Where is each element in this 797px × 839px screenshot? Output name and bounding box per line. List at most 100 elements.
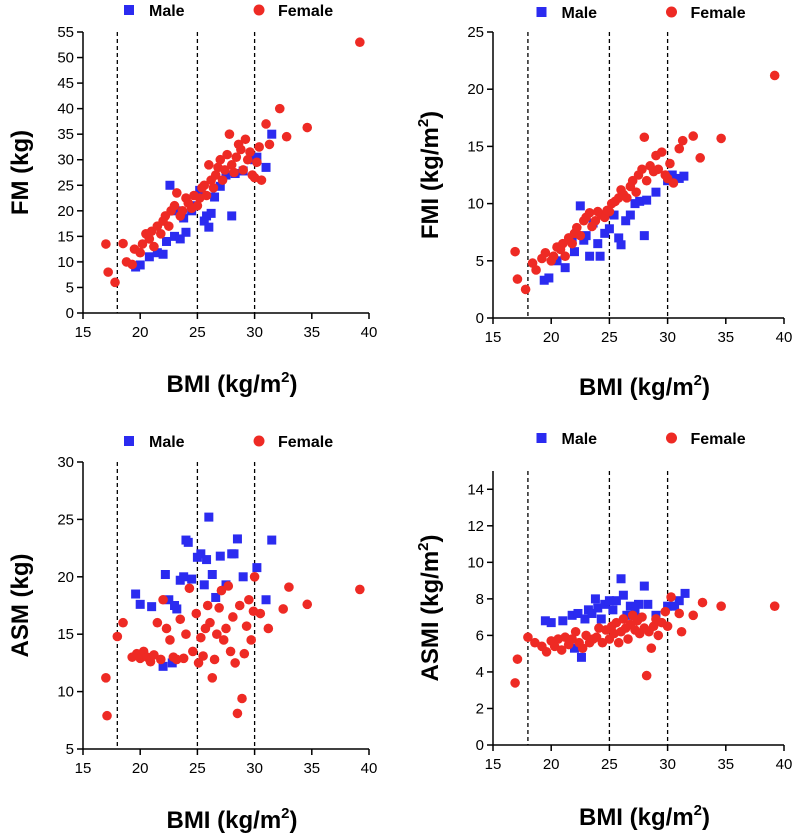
data-point-female [653, 630, 664, 641]
y-tick-label: 5 [66, 741, 74, 758]
data-point-male [569, 643, 579, 653]
data-point-male [635, 196, 645, 206]
data-point-female [284, 582, 294, 592]
data-point-female [674, 608, 685, 619]
data-point-male [267, 535, 277, 545]
data-point-male [135, 260, 145, 270]
data-point-female [191, 608, 202, 619]
legend-label: Female [278, 434, 333, 451]
data-point-male [593, 239, 603, 249]
data-point-male [614, 233, 624, 243]
data-point-female [639, 132, 650, 143]
data-point-male [567, 610, 577, 620]
data-point-male [608, 605, 618, 615]
data-point-female [220, 165, 230, 175]
y-tick-label: 35 [57, 126, 74, 143]
data-point-female [214, 602, 224, 613]
data-point-female [677, 135, 688, 146]
y-tick-label: 20 [467, 81, 484, 98]
data-point-male [625, 601, 635, 611]
data-point-male [172, 206, 182, 216]
data-point-female [769, 70, 780, 81]
data-point-female [215, 154, 226, 165]
data-point-female [202, 600, 213, 611]
data-point-male [135, 599, 145, 609]
data-point-male [579, 235, 589, 245]
x-tick-label: 30 [246, 324, 263, 341]
data-point-female [172, 188, 182, 198]
x-tick-label: 40 [776, 756, 793, 773]
data-point-male [158, 661, 168, 671]
legend-marker-male [536, 433, 547, 443]
chart-fm: 15 20 25 30 35 40 0 5 10 15 20 25 30 35 40 45 50 55 Male Fe… [7, 3, 377, 398]
data-point-female [239, 648, 250, 659]
data-point-female [217, 175, 228, 185]
data-point-female [653, 164, 664, 175]
data-point-male [179, 572, 189, 582]
y-tick-label: 55 [57, 24, 74, 41]
data-point-female [510, 678, 520, 688]
data-point-male [540, 616, 550, 626]
data-point-female [695, 153, 705, 163]
x-tick-label: 30 [659, 756, 676, 773]
legend: Male Female [536, 431, 746, 448]
data-point-female [769, 601, 780, 611]
data-point-male [252, 152, 262, 162]
data-point-female [261, 119, 271, 129]
data-point-male [229, 549, 239, 559]
data-point-female [103, 267, 113, 277]
data-point-female [127, 259, 137, 270]
data-point-male [616, 574, 626, 584]
y-tick-label: 0 [476, 310, 484, 327]
data-point-male [210, 192, 220, 202]
data-point-female [577, 643, 588, 653]
chart-asmi: 15 20 25 30 35 40 0 2 4 6 8 10 12 14 Male Female BMI (kg… [415, 431, 792, 831]
data-point-female [112, 631, 123, 642]
data-point-female [697, 597, 708, 608]
data-point-male [207, 570, 217, 580]
legend-marker-female [253, 4, 265, 16]
data-point-male [667, 170, 677, 180]
x-axis-title: BMI (kg/m2) [166, 369, 297, 398]
data-point-male [252, 563, 262, 573]
legend-label: Male [562, 5, 598, 22]
data-point-female [223, 581, 234, 591]
y-tick-label: 10 [467, 554, 484, 571]
data-point-female [246, 635, 256, 645]
data-point-male [604, 596, 614, 606]
data-point-female [201, 190, 212, 201]
data-point-female [278, 604, 289, 614]
data-point-male [580, 614, 590, 624]
y-tick-label: 8 [476, 591, 484, 608]
x-tick-label: 20 [132, 324, 149, 341]
data-point-female [656, 147, 667, 157]
y-tick-label: 25 [57, 511, 74, 528]
data-point-male [630, 199, 640, 209]
y-tick-label: 10 [57, 684, 74, 701]
data-point-female [193, 658, 204, 668]
data-point-male [221, 170, 231, 180]
data-point-male [569, 247, 579, 257]
data-point-male [575, 201, 585, 211]
data-point-female [665, 158, 675, 169]
data-point-male [196, 549, 206, 559]
legend: Male Female [536, 5, 746, 22]
data-point-male [160, 570, 170, 580]
legend-label: Male [562, 431, 598, 448]
data-point-female [216, 585, 227, 596]
x-tick-label: 20 [543, 756, 560, 773]
data-point-male [162, 236, 172, 246]
data-point-female [238, 165, 248, 175]
data-point-male [674, 596, 684, 606]
data-point-male [651, 187, 661, 197]
x-tick-label: 20 [543, 329, 560, 346]
data-point-male [622, 610, 632, 620]
data-point-male [261, 595, 271, 605]
x-tick-label: 35 [303, 760, 320, 777]
data-point-male [261, 162, 271, 172]
y-tick-label: 6 [476, 627, 484, 644]
data-point-female [205, 617, 215, 628]
data-point-male [183, 537, 193, 547]
data-point-female [668, 178, 679, 188]
y-tick-label: 40 [57, 101, 74, 118]
